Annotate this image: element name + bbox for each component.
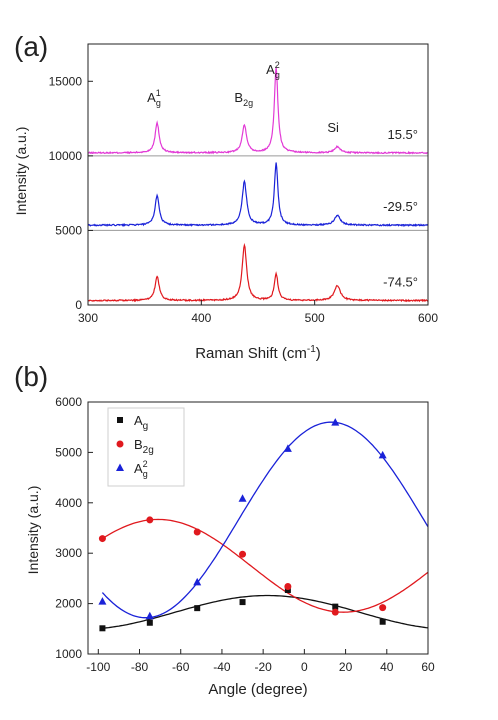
chart-b-x-tick-label-5: 0: [301, 660, 308, 674]
chart-b-point-2-6: [378, 450, 387, 459]
chart-b-plot-frame: [87, 401, 429, 655]
chart-a-peak-label-2: A2 g: [266, 60, 280, 80]
chart-b-point-0-2: [194, 605, 201, 612]
chart-b-legend-marker-1: [116, 440, 124, 448]
chart-a-x-tick-label-2: 500: [305, 311, 325, 325]
chart-a-peak-label-0: A1 g: [147, 88, 161, 108]
chart-b-x-tick-label-6: 20: [339, 660, 353, 674]
chart-b-x-tick-label-2: -60: [172, 660, 190, 674]
chart-b-point-1-3: [239, 550, 247, 558]
chart-b-x-tick-label-1: -80: [131, 660, 149, 674]
chart-b-y-tick-label-1: 2000: [55, 597, 82, 611]
chart-b-x-tick-label-8: 60: [421, 660, 435, 674]
panel-label-b: (b): [14, 361, 48, 392]
chart-b-fit-curve-2: [101, 421, 429, 619]
chart-b-x-tick-label-7: 40: [380, 660, 394, 674]
chart-b-point-1-2: [193, 528, 201, 536]
chart-b-point-0-3: [239, 599, 246, 606]
chart-b-point-2-5: [331, 418, 340, 426]
chart-b-point-1-0: [98, 535, 106, 543]
chart-b: -100 -80 -60 -40 -20 0 20 40 60 1000 2000 3000 4000 5…: [25, 395, 435, 698]
chart-a-y-tick-label-1: 5000: [55, 223, 82, 237]
chart-a-series-line-1: [87, 162, 429, 228]
chart-b-point-2-0: [98, 597, 107, 605]
chart-b-y-axis-label: Intensity (a.u.): [25, 486, 41, 575]
chart-b-legend-label-1: B2g: [134, 437, 154, 456]
chart-b-point-2-2: [193, 577, 202, 586]
chart-a-y-tick-label-3: 15000: [49, 74, 83, 88]
chart-a-series-label-0: 15.5°: [387, 127, 418, 142]
chart-b-legend-marker-0: [117, 417, 123, 423]
chart-a: 300 400 500 600 0 5000 10000 15000 15.5° -29.5° -…: [13, 43, 438, 362]
chart-b-point-2-4: [283, 444, 292, 452]
chart-a-x-axis-label: Raman Shift (cm-1): [195, 344, 321, 362]
chart-b-y-tick-label-2: 3000: [55, 546, 82, 560]
chart-b-y-tick-label-5: 6000: [55, 395, 82, 409]
chart-b-legend-label-0: Ag: [134, 413, 148, 432]
chart-b-point-2-1: [145, 611, 154, 620]
chart-a-x-tick-label-3: 600: [418, 311, 438, 325]
chart-a-peak-label-1: B2g: [234, 90, 253, 108]
chart-b-point-0-5: [332, 603, 339, 610]
chart-b-x-tick-label-3: -40: [213, 660, 231, 674]
chart-a-series-line-2: [88, 242, 429, 303]
chart-b-point-1-1: [146, 516, 154, 524]
chart-b-x-axis-label: Angle (degree): [208, 681, 307, 698]
chart-a-series-label-1: -29.5°: [383, 199, 418, 214]
chart-a-y-axis-label: Intensity (a.u.): [13, 127, 29, 216]
chart-a-series-label-2: -74.5°: [383, 275, 418, 290]
chart-b-fit-curve-1: [102, 518, 429, 613]
chart-b-point-1-4: [284, 582, 292, 590]
chart-a-y-tick-label-2: 10000: [49, 149, 83, 163]
chart-a-peak-label-3: Si: [327, 120, 339, 135]
chart-b-legend-label-2: A2 g: [134, 459, 148, 479]
chart-b-point-0-0: [99, 625, 106, 632]
chart-a-x-tick-label-0: 300: [78, 311, 98, 325]
chart-a-series-line-0: [87, 67, 429, 155]
chart-a-plot-frame: [87, 43, 429, 306]
panel-label-a: (a): [14, 31, 48, 62]
chart-a-y-tick-label-0: 0: [75, 298, 82, 312]
chart-a-x-tick-label-1: 400: [191, 311, 211, 325]
chart-b-x-tick-label-4: -20: [254, 660, 272, 674]
chart-b-point-0-4: [284, 586, 291, 593]
chart-b-y-tick-label-4: 5000: [55, 445, 82, 459]
chart-b-y-tick-label-3: 4000: [55, 496, 82, 510]
chart-b-point-0-6: [379, 618, 386, 625]
chart-b-point-1-6: [379, 604, 387, 612]
chart-b-point-1-5: [331, 608, 339, 616]
chart-b-legend-marker-2: [116, 463, 124, 471]
chart-b-fit-curve-0: [102, 594, 429, 629]
chart-b-x-tick-label-0: -100: [86, 660, 110, 674]
chart-b-y-tick-label-0: 1000: [55, 647, 82, 661]
chart-b-point-0-1: [146, 619, 153, 626]
chart-b-point-2-3: [238, 494, 247, 502]
